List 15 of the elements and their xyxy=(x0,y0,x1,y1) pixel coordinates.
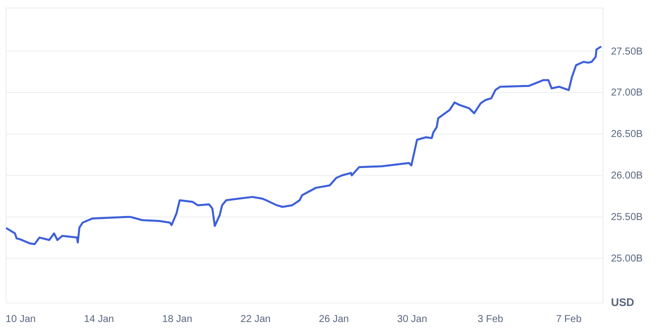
x-tick-label: 3 Feb xyxy=(478,314,504,326)
y-tick-label: 26.50B xyxy=(611,129,644,140)
y-tick-label: 27.50B xyxy=(611,46,644,58)
y-axis-title: USD xyxy=(611,297,634,309)
x-tick-label: 7 Feb xyxy=(556,314,582,326)
x-tick-label: 22 Jan xyxy=(240,314,271,326)
y-tick-label: 26.00B xyxy=(611,170,644,182)
y-tick-label: 25.50B xyxy=(611,212,644,224)
x-tick-label: 18 Jan xyxy=(162,314,192,326)
x-tick-label: 26 Jan xyxy=(318,314,349,326)
x-tick-label: 30 Jan xyxy=(397,314,428,326)
y-tick-label: 25.00B xyxy=(611,253,644,264)
y-tick-label: 27.00B xyxy=(611,88,644,99)
x-tick-label: 10 Jan xyxy=(6,314,36,326)
x-tick-label: 14 Jan xyxy=(84,314,114,326)
